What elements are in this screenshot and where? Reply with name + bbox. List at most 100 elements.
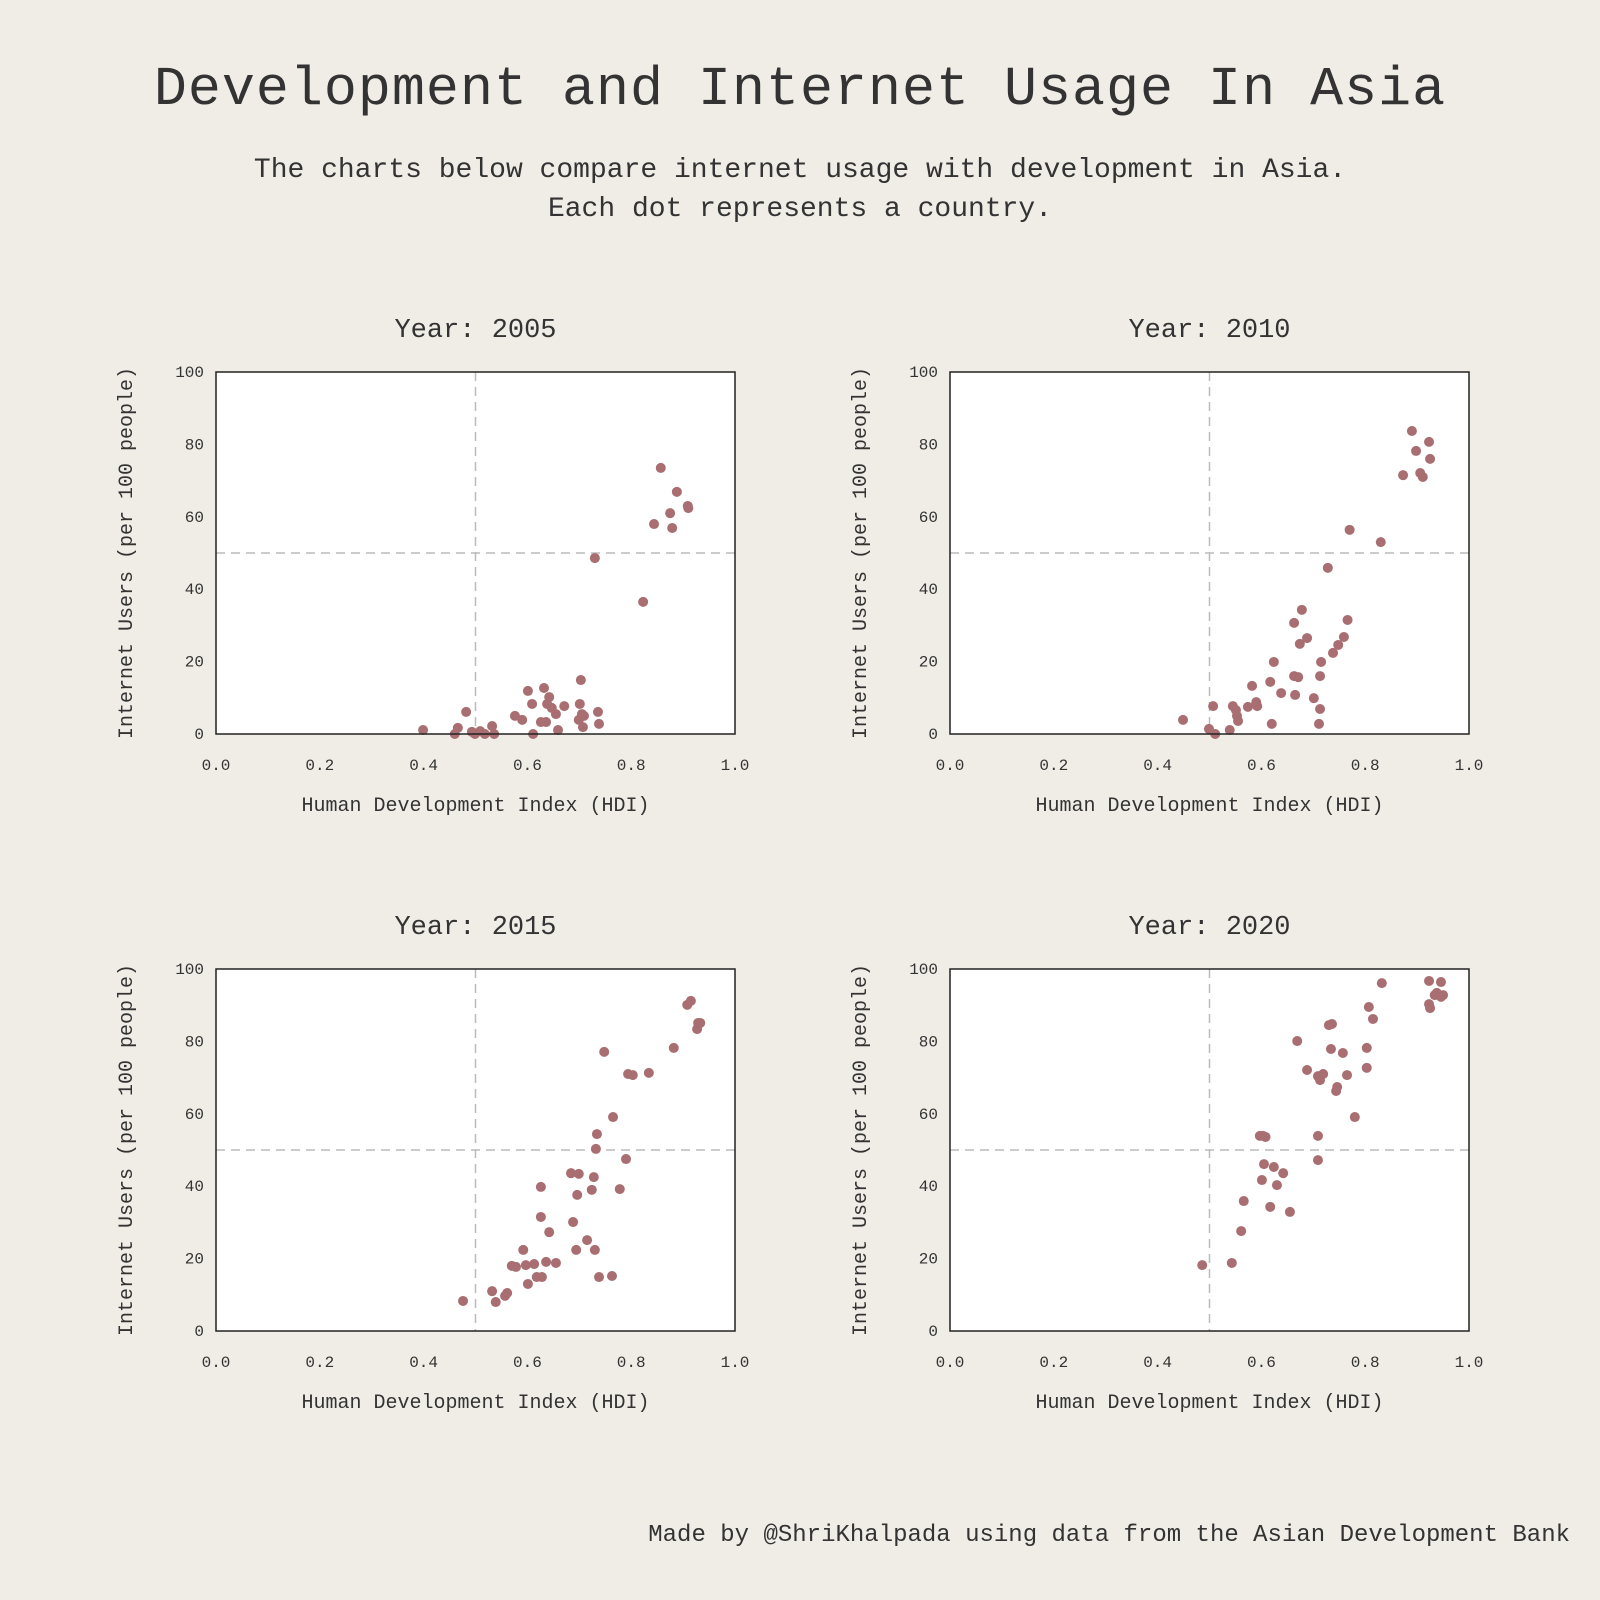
data-point [590,1143,601,1154]
data-point [1258,1159,1269,1170]
data-point [572,1189,583,1200]
y-tick-label: 40 [185,581,204,599]
data-point [1265,676,1276,687]
data-point [544,1227,555,1238]
data-point [667,523,678,534]
data-point [550,1257,561,1268]
data-point [1424,975,1435,986]
data-point [1314,718,1325,729]
data-point [1316,656,1327,667]
chart-title: Year: 2020 [1128,913,1290,943]
data-point [575,675,586,686]
data-point [589,553,600,564]
chart-panel-3: Year: 2015 0.0 0.2 0.4 0.6 0.8 1.0 0 20 40 60 80 100… [116,913,749,1415]
data-point [527,698,538,709]
x-tick-label: 0.4 [1143,757,1172,775]
x-tick-label: 1.0 [721,757,750,775]
data-point [1290,689,1301,700]
y-axis-label: Internet Users (per 100 people) [850,367,873,739]
data-point [458,1295,469,1306]
y-tick-label: 60 [185,1106,204,1124]
data-point [550,709,561,720]
data-point [1435,977,1446,988]
data-point [1284,1206,1295,1217]
data-point [671,486,682,497]
data-point [577,722,588,733]
data-point [1271,1180,1282,1191]
data-point [1260,1131,1271,1142]
y-tick-label: 40 [919,581,938,599]
x-tick-label: 0.6 [513,757,542,775]
data-point [1312,1130,1323,1141]
data-point [571,1244,582,1255]
data-point [668,1042,679,1053]
data-point [418,725,429,736]
data-point [1417,471,1428,482]
data-point [592,706,603,717]
data-point [1296,604,1307,615]
chart-title: Year: 2005 [394,316,556,346]
x-tick-label: 0.0 [202,757,231,775]
data-point [586,1184,597,1195]
data-point [1342,1070,1353,1081]
data-point [1328,647,1339,658]
data-point [1268,1162,1279,1173]
data-point [1252,701,1263,712]
data-point [621,1154,632,1165]
data-point [1363,1002,1374,1013]
chart-title: Year: 2010 [1128,316,1290,346]
data-point [588,1172,599,1183]
data-point [1438,990,1449,1001]
y-tick-label: 80 [185,1033,204,1051]
data-point [461,706,472,717]
y-tick-label: 80 [185,436,204,454]
x-tick-label: 0.6 [1247,757,1276,775]
data-point [591,1129,602,1140]
data-point [1197,1260,1208,1271]
data-point [487,1286,498,1297]
data-point [544,692,555,703]
data-point [1278,1168,1289,1179]
data-point [1344,524,1355,535]
x-axis-label: Human Development Index (HDI) [301,795,649,818]
data-point [539,683,550,694]
data-point [1315,704,1326,715]
data-point [1349,1112,1360,1123]
data-point [1398,470,1409,481]
chart-panel-1: Year: 2005 0.0 0.2 0.4 0.6 0.8 1.0 0 20 40 60 80 100… [116,316,749,818]
data-point [502,1287,513,1298]
footer-credit: Made by @ShriKhalpada using data from th… [648,1522,1570,1549]
y-tick-label: 20 [919,654,938,672]
data-point [1361,1042,1372,1053]
y-tick-label: 20 [185,654,204,672]
data-point [522,1278,533,1289]
data-point [559,701,570,712]
x-tick-label: 0.8 [617,1354,646,1372]
x-tick-label: 0.0 [936,1354,965,1372]
data-point [520,1260,531,1271]
data-point [599,1046,610,1057]
data-point [1302,633,1313,644]
data-point [510,1261,521,1272]
x-tick-label: 0.2 [1039,757,1068,775]
data-point [1302,1064,1313,1075]
y-tick-label: 20 [919,1251,938,1269]
y-tick-label: 60 [919,1106,938,1124]
plot-frame [215,968,736,1332]
data-point [606,1270,617,1281]
plot-frame [949,371,1470,735]
data-point [1411,445,1422,456]
data-point [1276,688,1287,699]
data-point [1425,453,1436,464]
page-title: Development and Internet Usage In Asia [153,58,1447,121]
data-point [565,1168,576,1179]
data-point [695,1017,706,1028]
data-point [541,1256,552,1267]
data-point [1312,1155,1323,1166]
y-tick-label: 100 [909,961,938,979]
data-point [553,725,564,736]
data-point [1361,1062,1372,1073]
data-point [529,1259,540,1270]
data-point [452,722,463,733]
data-point [1424,436,1435,447]
